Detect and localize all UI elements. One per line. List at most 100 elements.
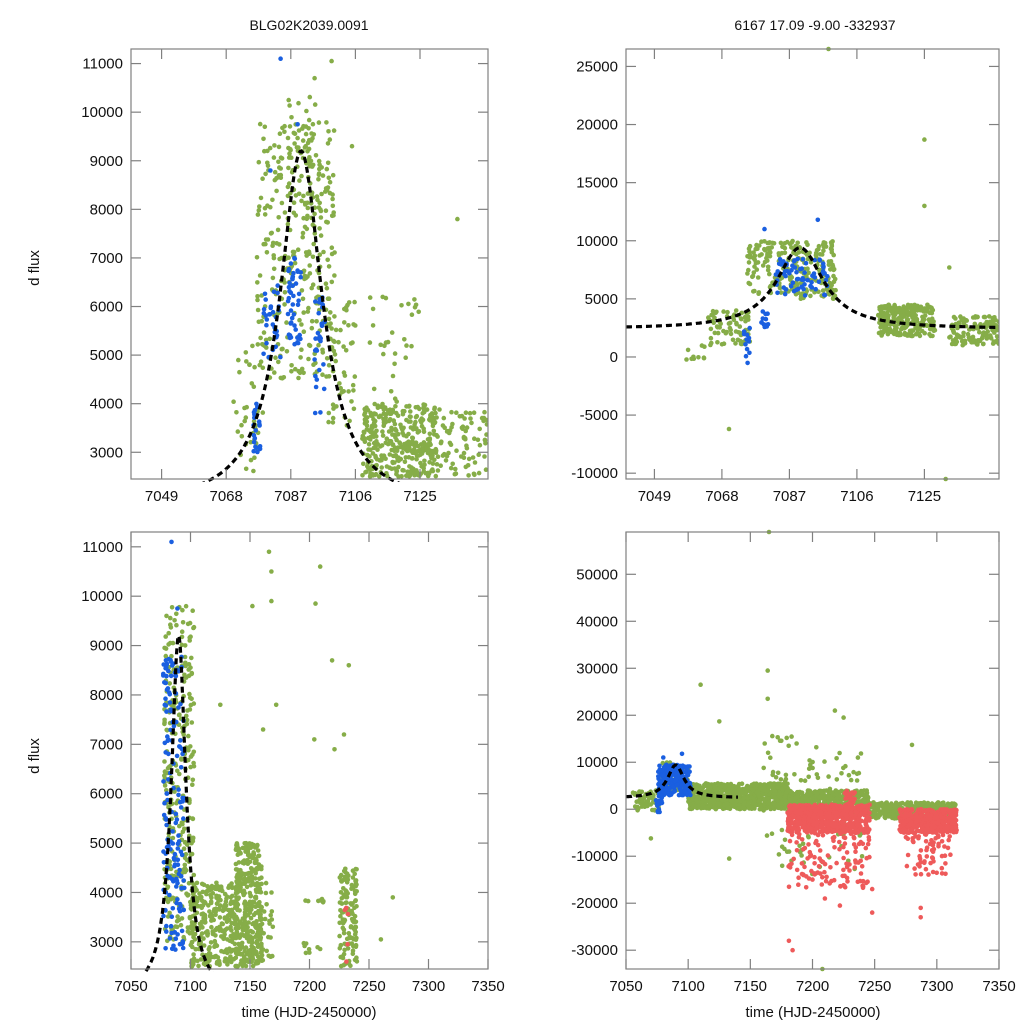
data-point-green: [406, 404, 412, 409]
data-point-green: [286, 181, 292, 186]
data-point-blue: [164, 791, 170, 796]
data-point-green: [163, 653, 169, 659]
data-point-green: [182, 862, 188, 868]
data-point-green: [762, 247, 768, 253]
data-point-green: [470, 455, 476, 460]
data-point-green: [277, 131, 283, 136]
data-point-blue: [821, 264, 826, 270]
data-point-green: [367, 474, 373, 479]
data-point-blue: [293, 327, 299, 332]
data-point-green: [263, 890, 269, 896]
data-point-green: [257, 273, 263, 278]
model-curve: [626, 246, 999, 330]
data-point-green: [213, 933, 218, 938]
data-point-blue: [169, 914, 175, 919]
data-point-blue: [783, 273, 788, 279]
data-point-green: [772, 788, 778, 794]
data-point-green: [330, 402, 336, 408]
data-point-green: [162, 717, 167, 723]
data-point-blue: [295, 340, 301, 346]
data-point-green: [253, 869, 258, 874]
data-point-green: [389, 411, 394, 416]
data-point-green: [253, 933, 259, 939]
data-point-green: [280, 125, 285, 131]
data-point-green: [186, 733, 191, 739]
data-point-green: [710, 308, 716, 314]
panel-top-left: 7049 7068 7087 7106 712530004000500060007000…: [81, 48, 489, 505]
data-point-blue: [268, 305, 274, 311]
data-point-green: [310, 254, 316, 260]
data-point-green: [289, 115, 294, 120]
data-point-green: [746, 317, 751, 322]
data-point-green: [248, 929, 254, 934]
data-point-green: [368, 410, 373, 416]
data-point-green: [277, 165, 282, 170]
data-point-blue: [747, 350, 752, 356]
data-point-green: [805, 266, 810, 272]
data-point-green: [382, 343, 387, 349]
data-point-green: [889, 815, 895, 821]
data-point-green: [794, 251, 799, 257]
data-point-green: [703, 789, 708, 794]
y-tick-label: 5000: [585, 291, 618, 308]
data-point-green: [353, 929, 359, 935]
data-point-green: [767, 271, 772, 277]
data-point-green: [484, 422, 488, 427]
data-point-green: [725, 805, 731, 811]
data-point-blue: [171, 855, 177, 861]
data-point-green: [385, 441, 391, 447]
data-point-green: [254, 254, 260, 260]
data-point-green: [207, 909, 212, 914]
data-point-green: [772, 794, 777, 800]
data-point-green: [225, 962, 230, 967]
data-point-green: [368, 437, 373, 442]
data-point-blue: [759, 320, 764, 325]
y-tick-label: 9000: [90, 638, 123, 655]
data-point-green: [738, 338, 743, 344]
x-tick-label: 7100: [174, 978, 207, 995]
data-point-green: [304, 108, 309, 114]
data-point-green: [449, 409, 454, 415]
data-point-green: [209, 883, 215, 889]
data-point-green: [338, 908, 343, 913]
data-point-green: [310, 162, 316, 168]
data-point-green: [265, 163, 271, 169]
data-point-green: [390, 432, 395, 437]
x-tick-label: 7250: [352, 978, 385, 995]
y-tick-label: 9000: [90, 153, 123, 170]
data-point-blue: [181, 878, 186, 883]
data-point-green: [384, 436, 390, 442]
data-point-green: [369, 429, 375, 435]
data-point-green: [269, 569, 274, 574]
x-tick-label: 7350: [471, 978, 504, 995]
data-point-green: [927, 331, 932, 337]
data-point-green: [438, 440, 444, 446]
data-point-green: [745, 271, 750, 276]
data-point-green: [350, 868, 356, 873]
data-point-green: [400, 467, 405, 473]
data-point-green: [427, 431, 433, 437]
data-point-green: [228, 901, 233, 907]
data-point-green: [742, 800, 747, 806]
data-point-green: [233, 890, 239, 896]
data-point-green: [186, 747, 191, 753]
data-point-blue: [822, 292, 827, 298]
data-point-green: [746, 260, 752, 265]
data-point-green: [375, 447, 380, 453]
data-point-green: [806, 789, 812, 794]
data-point-green: [825, 795, 830, 800]
data-point-green: [253, 924, 259, 930]
data-point-green: [747, 243, 753, 249]
data-point-green: [231, 399, 236, 405]
data-point-green: [260, 958, 266, 963]
data-point-green: [268, 231, 274, 236]
data-point-green: [191, 624, 197, 630]
data-point-green: [740, 788, 745, 793]
data-point-green: [393, 453, 399, 459]
data-point-green: [230, 947, 236, 953]
data-point-green: [239, 422, 244, 428]
data-point-blue: [251, 433, 257, 438]
data-point-blue: [278, 354, 283, 360]
data-point-blue: [318, 336, 324, 341]
data-point-green: [960, 342, 965, 348]
